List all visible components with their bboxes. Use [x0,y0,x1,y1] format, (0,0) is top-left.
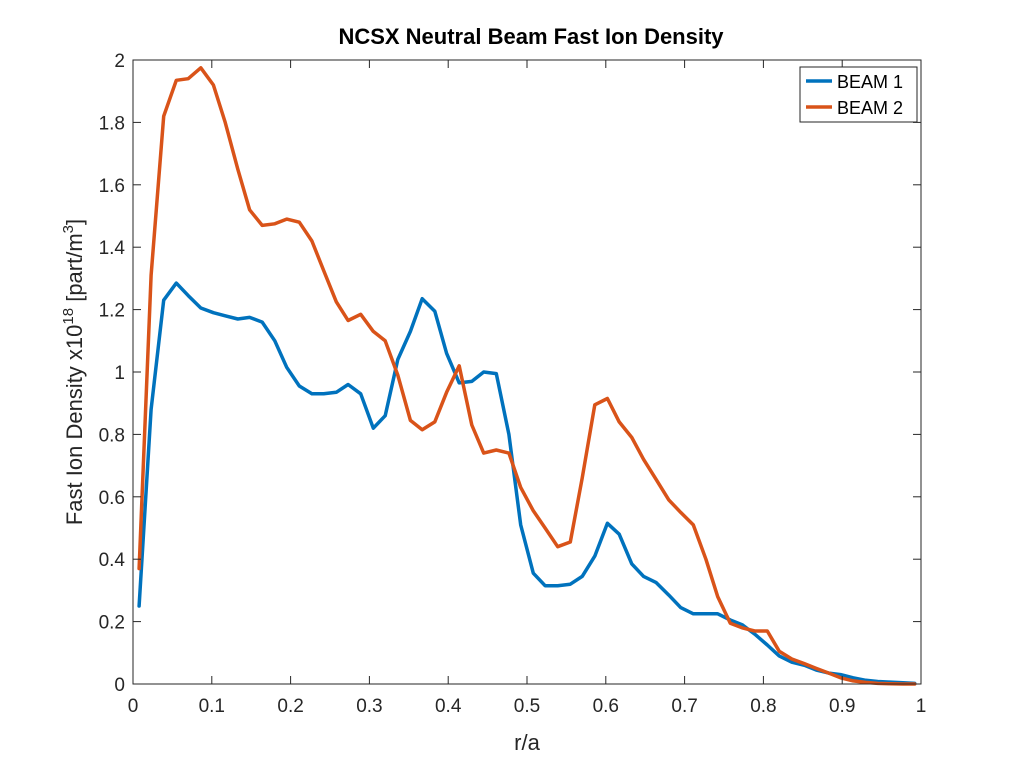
x-tick-label: 0.3 [356,696,382,717]
y-tick-label: 0.4 [99,550,126,571]
y-tick-label: 1.8 [99,113,125,134]
y-axis-label-unit: [part/m [62,233,87,308]
chart-title: NCSX Neutral Beam Fast Ion Density [338,24,724,49]
y-tick-label: 0.8 [99,425,125,446]
y-axis-label-unit-exponent: 3 [60,225,77,233]
y-axis-label-prefix: Fast Ion Density x10 [62,325,87,526]
x-tick-label: 0.7 [671,696,697,717]
y-tick-label: 1.2 [99,301,125,322]
legend-label-beam-2: BEAM 2 [837,98,903,118]
x-tick-label: 0.6 [593,696,619,717]
y-tick-label: 0 [114,675,125,696]
x-tick-label: 0.1 [199,696,225,717]
x-axis-label: r/a [514,730,540,755]
x-tick-label: 0.5 [514,696,540,717]
legend: BEAM 1 BEAM 2 [799,66,918,123]
y-tick-label: 1 [114,363,125,384]
x-tick-label: 0.9 [829,696,855,717]
x-tick-label: 0.2 [277,696,303,717]
axes-layer: 0 0.1 0.2 0.3 0.4 0.5 0.6 0.7 0.8 0.9 1 0 0.2 0.4 0.6 0… [99,51,927,717]
x-tick-label: 0.8 [750,696,776,717]
y-axis-label-close: ] [62,219,87,225]
x-tick-label: 1 [916,696,927,717]
x-tick-label: 0 [128,696,139,717]
y-axis-label: Fast Ion Density x1018 [part/m3] [60,219,87,525]
x-tick-label: 0.4 [435,696,462,717]
y-tick-label: 2 [114,51,125,72]
series-line-beam-2 [137,66,917,686]
legend-box [799,66,918,123]
y-tick-label: 0.6 [99,488,125,509]
y-tick-label: 0.2 [99,613,125,634]
y-axis-label-exponent: 18 [60,308,77,325]
y-tick-label: 1.6 [99,176,125,197]
plot-area [133,60,921,684]
legend-label-beam-1: BEAM 1 [837,72,903,92]
series-line-beam-1 [137,281,917,686]
series-layer [137,66,917,686]
y-tick-label: 1.4 [99,238,126,259]
